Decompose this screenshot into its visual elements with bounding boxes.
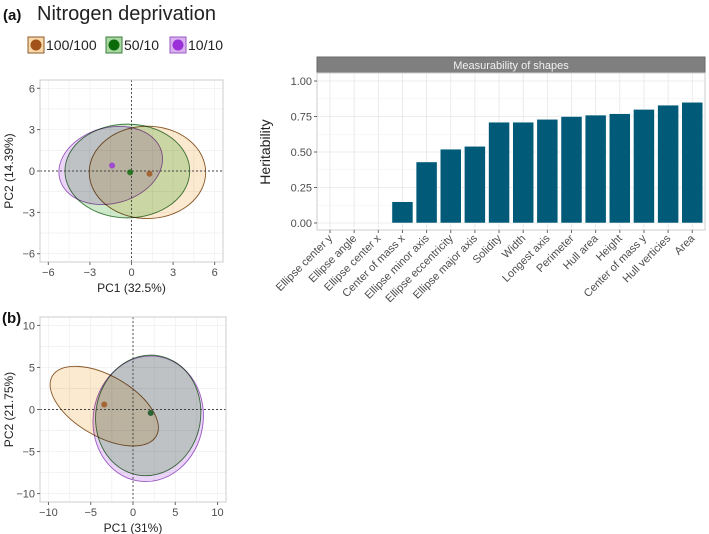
bar-area [681, 102, 703, 224]
x-tick-label: 6 [212, 267, 218, 279]
x-tick-label: −6 [42, 267, 55, 279]
facet-strip-title: Measurability of shapes [453, 60, 569, 72]
group-mean-point-50-10 [147, 409, 154, 416]
legend-dot-2 [172, 39, 184, 51]
pca-plot-b: −10 −5 0 5 10 −10 −5 0 5 10 PC1 (31%) PC2 (21.75%) [2, 316, 227, 534]
y-tick-label: 0 [29, 405, 35, 417]
group-mean-point-100-100 [146, 170, 153, 177]
legend-label-1: 50/10 [124, 37, 159, 53]
y-tick-label: 3 [29, 125, 35, 137]
y-tick-label: −6 [22, 249, 35, 261]
group-mean-point-10-10 [109, 162, 116, 169]
legend-label-2: 10/10 [188, 37, 223, 53]
legend-label-0: 100/100 [46, 37, 97, 53]
y-tick-label: 0.50 [291, 147, 312, 159]
bar-center-of-mass-x [391, 201, 414, 224]
y-tick-label: 5 [29, 362, 35, 374]
y-tick-label: −3 [22, 207, 35, 219]
group-mean-point-100-100 [101, 401, 108, 408]
legend: 100/100 50/10 10/10 [27, 36, 223, 54]
y-tick-label: 0.75 [291, 112, 312, 124]
y-tick-label: 6 [29, 83, 35, 95]
bar-perimeter [560, 116, 583, 224]
x-tick-label: 3 [170, 267, 176, 279]
y-axis-label: Heritability [257, 119, 273, 184]
y-tick-label: 0.00 [291, 218, 312, 230]
bar-longest-axis [536, 119, 559, 224]
legend-dot-1 [108, 39, 120, 51]
y-tick-label: 0 [29, 166, 35, 178]
x-tick-label: 0 [128, 267, 134, 279]
x-tick-label: Area [672, 232, 698, 258]
bar-solidity [488, 121, 510, 224]
bar-hull-area [584, 114, 607, 224]
bar-hull-verticies [657, 104, 679, 224]
bar-ellipse-minor-axis [415, 161, 438, 224]
y-tick-label: 10 [23, 320, 35, 332]
y-tick-label: 0.25 [291, 183, 312, 195]
bar-width [512, 121, 534, 224]
x-tick-label: −10 [39, 507, 58, 519]
y-tick-label: 1.00 [291, 76, 312, 88]
bar-ellipse-major-axis [464, 146, 486, 224]
bar-center-of-mass-y [633, 109, 655, 224]
group-mean-point-50-10 [127, 169, 134, 176]
legend-dot-0 [30, 39, 42, 51]
panel-a-label: (a) [3, 7, 21, 24]
x-axis-label: PC1 (31%) [104, 521, 163, 534]
bar-height [609, 113, 631, 224]
x-tick-label: 5 [172, 507, 178, 519]
bar-ellipse-eccentricity [440, 148, 462, 224]
x-axis-label: PC1 (32.5%) [97, 281, 166, 295]
y-axis-label: PC2 (21.75%) [2, 372, 16, 447]
y-tick-label: −5 [22, 447, 35, 459]
y-axis-label: PC2 (14.39%) [2, 133, 16, 208]
figure-title: Nitrogen deprivation [37, 3, 216, 25]
y-tick-label: −10 [16, 489, 35, 501]
pca-plot-a: −6 −3 0 3 6 −6 −3 0 3 6 PC1 (32.5%) PC2 (14.39%) [2, 79, 224, 295]
x-tick-label: 10 [211, 507, 223, 519]
heritability-bar-chart: Measurability of shapes 0.00 0.25 0.50 0.75 1… [257, 56, 706, 305]
x-tick-label: 0 [130, 507, 136, 519]
x-tick-label: −3 [84, 267, 97, 279]
x-tick-label: −5 [84, 507, 97, 519]
panel-b-label: (b) [2, 310, 21, 327]
